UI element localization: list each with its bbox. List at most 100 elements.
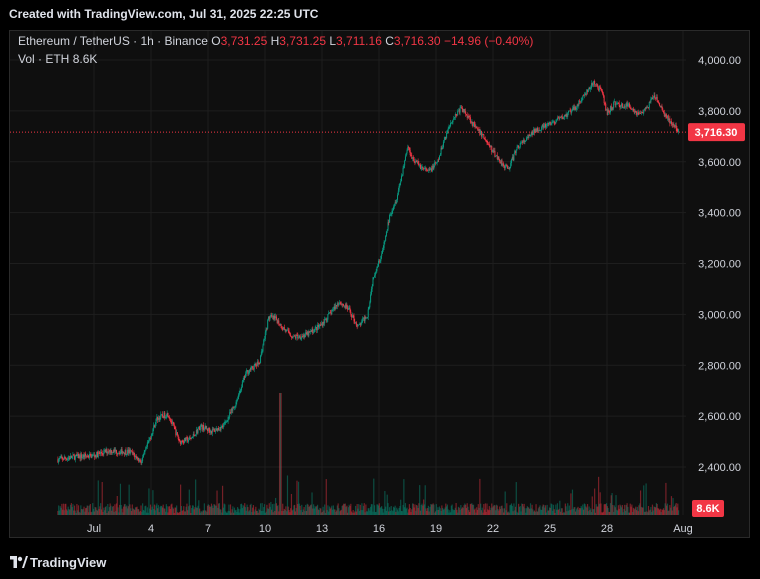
candle-body xyxy=(511,156,513,160)
volume-bar xyxy=(256,510,258,515)
candle-body xyxy=(412,157,414,159)
volume-bar xyxy=(550,503,552,515)
volume-bar xyxy=(446,504,448,515)
volume-bar xyxy=(408,509,410,515)
volume-bar xyxy=(233,512,235,515)
volume-bar xyxy=(568,505,570,515)
candle-body xyxy=(551,122,553,125)
volume-bar xyxy=(303,507,305,515)
candle-body xyxy=(645,106,647,109)
candle-body xyxy=(145,447,147,451)
volume-bar xyxy=(564,503,566,515)
volume-bar xyxy=(189,505,191,515)
volume-bar xyxy=(347,507,350,515)
candle-body xyxy=(546,123,548,127)
volume-bar xyxy=(155,505,157,515)
candle-body xyxy=(108,451,110,453)
volume-bar xyxy=(440,511,442,515)
volume-bar xyxy=(544,507,546,515)
volume-bar xyxy=(254,509,256,515)
volume-bar xyxy=(206,511,208,515)
volume-bar xyxy=(100,509,103,515)
volume-bar xyxy=(366,511,368,515)
candle-body xyxy=(355,322,357,324)
volume-bar xyxy=(239,509,241,515)
volume-bar xyxy=(311,492,313,515)
volume-bar xyxy=(648,510,650,515)
candle-body xyxy=(635,110,637,112)
volume-bar xyxy=(601,512,603,515)
volume-bar xyxy=(231,509,233,515)
volume-bar xyxy=(541,509,543,515)
volume-bar xyxy=(386,494,388,515)
volume-bar xyxy=(329,508,331,515)
volume-bar xyxy=(364,512,366,515)
low-label: L xyxy=(329,34,337,48)
volume-bar xyxy=(147,512,149,515)
candle-body xyxy=(217,427,219,431)
candle-body xyxy=(561,115,563,119)
volume-bar xyxy=(179,511,181,515)
volume-bar xyxy=(134,507,137,515)
candle-body xyxy=(237,395,239,400)
volume-bar xyxy=(282,510,285,515)
candle-body xyxy=(609,111,611,113)
volume-bar xyxy=(247,507,249,515)
volume-bar xyxy=(164,508,166,515)
candle-body xyxy=(637,112,639,114)
volume-bar xyxy=(468,511,471,515)
candle-body xyxy=(480,130,482,135)
volume-bar xyxy=(445,503,447,515)
candle-body xyxy=(399,182,401,186)
volume-bar xyxy=(120,504,122,515)
volume-bar xyxy=(343,503,346,515)
candle-body xyxy=(632,108,634,111)
candle-body xyxy=(189,437,191,439)
candle-body xyxy=(604,103,606,104)
volume-bar xyxy=(565,506,567,515)
volume-bar xyxy=(430,504,433,515)
candle-body xyxy=(182,441,184,443)
volume-bar xyxy=(563,511,565,515)
volume-bar xyxy=(78,511,80,515)
volume-bar xyxy=(80,505,82,515)
volume-bar xyxy=(309,506,311,515)
volume-bar xyxy=(483,504,485,515)
candle-body xyxy=(598,88,600,91)
volume-bar xyxy=(591,496,593,515)
volume-bar xyxy=(491,503,493,515)
volume-bar xyxy=(71,507,73,515)
candle-body xyxy=(332,309,334,311)
volume-bar xyxy=(297,503,299,515)
candle-body xyxy=(240,390,242,392)
volume-bar xyxy=(605,504,607,515)
candle-body xyxy=(570,111,572,113)
volume-bar xyxy=(264,512,266,515)
volume-bar xyxy=(305,511,308,515)
volume-bar xyxy=(64,503,66,515)
volume-bar xyxy=(581,507,583,515)
candle-body xyxy=(514,151,516,155)
candle-body xyxy=(350,311,352,315)
candle-body xyxy=(381,253,383,257)
candle-body xyxy=(201,424,203,430)
candle-body xyxy=(408,147,410,151)
volume-bar xyxy=(595,504,597,515)
candle-body xyxy=(522,139,524,143)
candle-body xyxy=(581,100,583,101)
candle-body xyxy=(297,335,299,339)
volume-bar xyxy=(351,511,353,515)
candle-body xyxy=(93,454,95,457)
volume-bar xyxy=(415,504,418,515)
volume-bar xyxy=(77,510,79,515)
volume-bar xyxy=(621,505,623,515)
volume-bar xyxy=(259,503,262,515)
candle-body xyxy=(622,107,624,109)
candle-body xyxy=(376,267,378,271)
candle-body xyxy=(115,450,117,454)
volume-bar xyxy=(602,511,604,515)
candle-body xyxy=(112,452,114,454)
volume-bar xyxy=(88,505,91,515)
candle-body xyxy=(249,369,251,371)
